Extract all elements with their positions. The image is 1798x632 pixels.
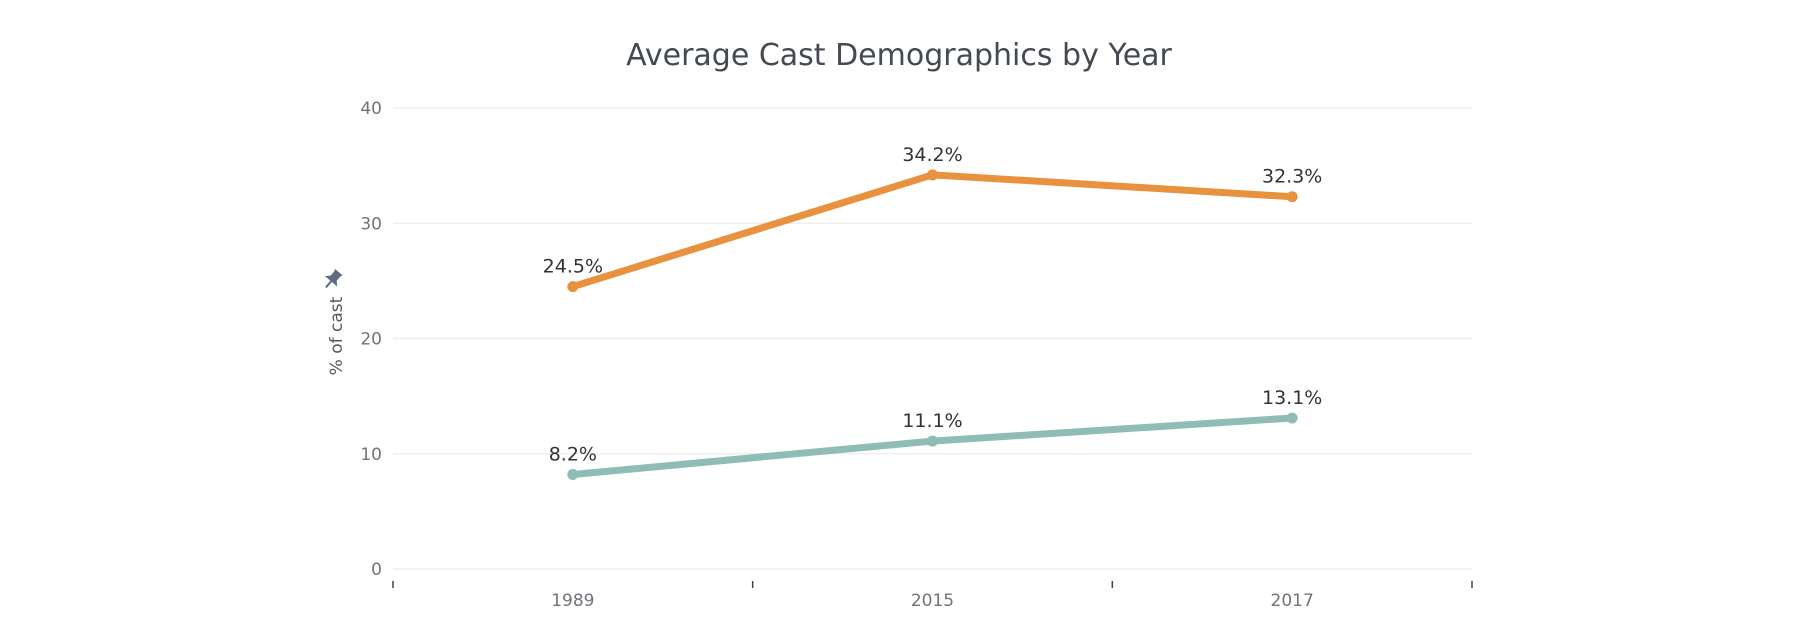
gridlines (393, 107, 1472, 570)
y-tick-label: 20 (360, 330, 382, 350)
y-tick-label: 30 (360, 214, 382, 234)
y-axis-ticks: 0 10 20 30 40 (360, 99, 382, 580)
y-tick-label: 10 (360, 445, 382, 465)
data-point[interactable] (567, 468, 579, 480)
x-axis: 1989 2015 2017 (392, 581, 1473, 611)
series-layer: 24.5% 34.2% 32.3% 8.2% 11.1% 13.1% (543, 144, 1322, 480)
data-label: 34.2% (902, 144, 962, 166)
y-tick-label: 40 (360, 99, 382, 119)
data-label: 32.3% (1262, 166, 1322, 188)
pin-icon[interactable] (320, 267, 345, 293)
data-label: 13.1% (1262, 387, 1322, 409)
data-point[interactable] (567, 281, 579, 293)
data-point[interactable] (927, 435, 938, 447)
y-tick-label: 0 (371, 560, 382, 580)
y-axis-title: % of cast (327, 296, 347, 375)
series-2: 8.2% 11.1% 13.1% (549, 387, 1322, 480)
x-tick-label: 1989 (551, 591, 594, 611)
data-point[interactable] (1286, 191, 1298, 203)
x-tick-label: 2015 (911, 591, 954, 611)
chart-title: Average Cast Demographics by Year (626, 38, 1172, 73)
data-label: 8.2% (549, 443, 597, 465)
series-1: 24.5% 34.2% 32.3% (543, 144, 1322, 293)
series-line (569, 171, 1296, 291)
x-tick-label: 2017 (1271, 591, 1314, 611)
data-point[interactable] (1286, 412, 1298, 424)
data-label: 24.5% (543, 256, 603, 278)
data-label: 11.1% (902, 410, 962, 432)
data-point[interactable] (927, 169, 938, 181)
y-axis-title-group: % of cast (320, 267, 347, 375)
